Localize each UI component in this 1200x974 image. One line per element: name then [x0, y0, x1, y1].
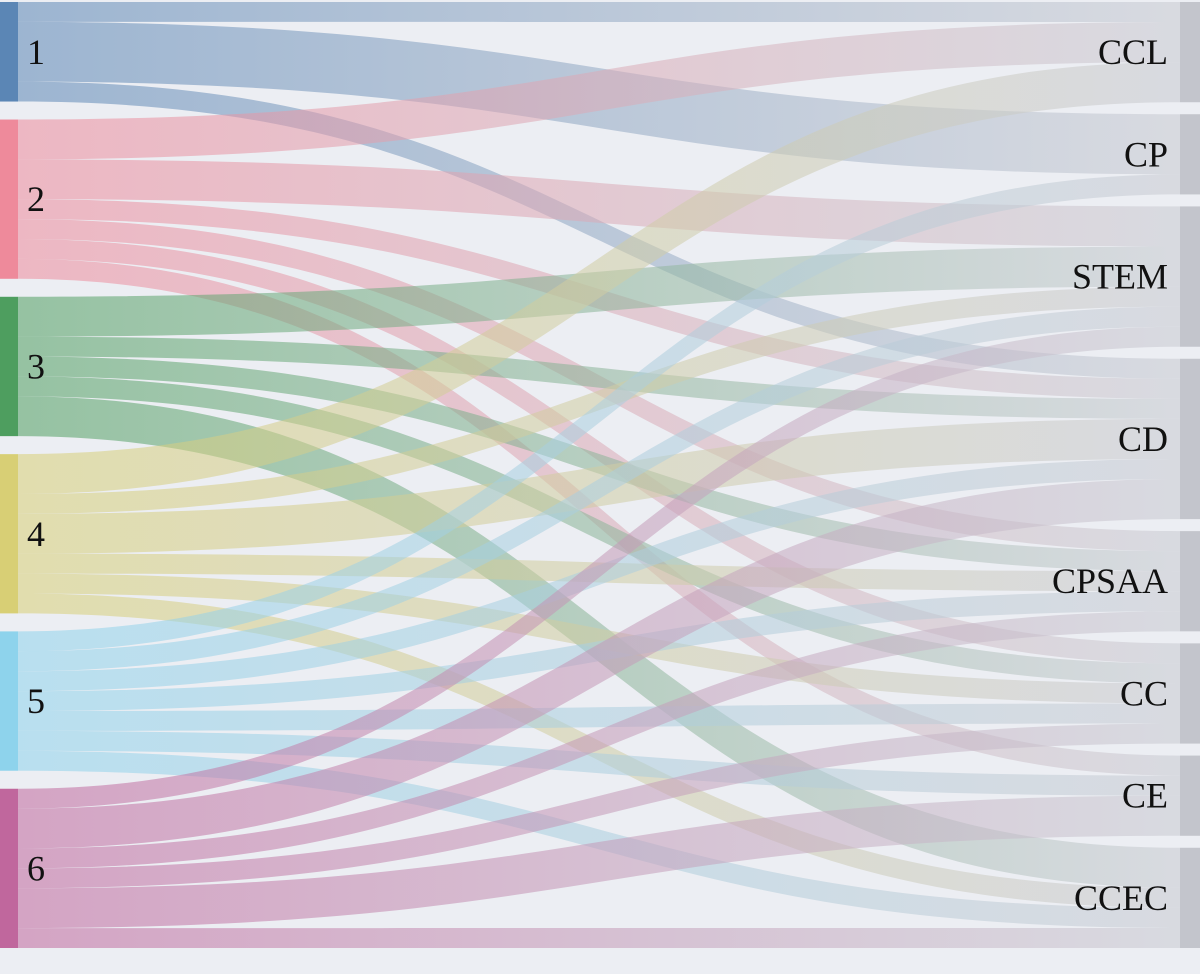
link-4-CCL — [18, 62, 1180, 494]
link-6-CPSAA — [18, 611, 1180, 869]
source-label-1: 1 — [27, 32, 45, 72]
target-node-cpsaa — [1180, 531, 1200, 632]
source-label-2: 2 — [27, 179, 45, 219]
link-6-CCEC — [18, 927, 1180, 948]
target-node-ccl — [1180, 2, 1200, 103]
link-6-CE — [18, 795, 1180, 929]
link-3-CD — [18, 336, 1180, 419]
source-node-4 — [0, 454, 18, 614]
links-group — [18, 2, 1180, 948]
link-6-CD — [18, 479, 1180, 849]
target-label-cc: CC — [1120, 673, 1168, 713]
target-label-cd: CD — [1118, 419, 1168, 459]
source-label-3: 3 — [27, 346, 45, 386]
link-1-CCL — [18, 2, 1180, 23]
link-2-CE — [18, 258, 1180, 776]
target-label-cpsaa: CPSAA — [1052, 561, 1168, 601]
source-node-2 — [0, 119, 18, 279]
link-5-CC — [18, 703, 1180, 731]
target-node-cd — [1180, 358, 1200, 520]
target-label-cp: CP — [1124, 134, 1168, 174]
labels-group: 1 2 3 4 5 6 CCL CP STEM CD CPSAA CC CE CCEC — [27, 32, 1168, 918]
link-1-CD — [18, 81, 1180, 379]
target-node-stem — [1180, 206, 1200, 347]
link-4-CCEC — [18, 593, 1180, 908]
target-node-ce — [1180, 755, 1200, 836]
source-label-4: 4 — [27, 514, 45, 554]
link-4-CC — [18, 573, 1180, 704]
source-label-6: 6 — [27, 848, 45, 888]
target-label-ccl: CCL — [1098, 32, 1168, 72]
source-label-5: 5 — [27, 681, 45, 721]
source-node-6 — [0, 788, 18, 948]
link-3-CC — [18, 376, 1180, 684]
link-3-CPSAA — [18, 356, 1180, 572]
source-node-5 — [0, 631, 18, 771]
nodes-group — [0, 2, 1200, 948]
source-node-1 — [0, 2, 18, 102]
link-5-CP — [18, 174, 1180, 652]
target-label-ccec: CCEC — [1074, 878, 1168, 918]
target-label-ce: CE — [1122, 776, 1168, 816]
link-6-CC — [18, 723, 1180, 889]
link-2-CC — [18, 238, 1180, 664]
link-6-STEM — [18, 326, 1180, 809]
source-node-3 — [0, 296, 18, 437]
link-5-STEM — [18, 306, 1180, 672]
link-5-CCEC — [18, 750, 1180, 928]
link-2-CCL — [18, 22, 1180, 160]
target-node-ccec — [1180, 847, 1200, 948]
link-4-STEM — [18, 286, 1180, 514]
target-node-cc — [1180, 643, 1200, 744]
target-label-stem: STEM — [1072, 257, 1168, 297]
target-node-cp — [1180, 114, 1200, 195]
